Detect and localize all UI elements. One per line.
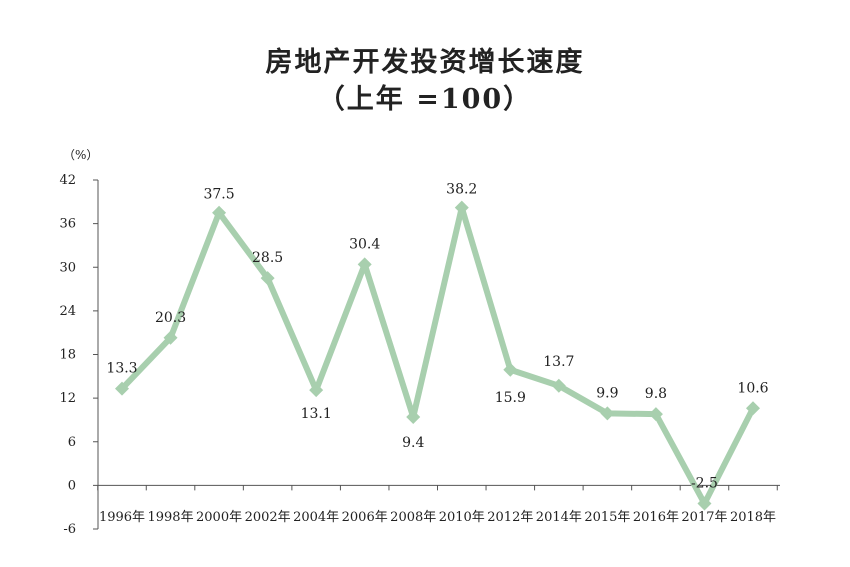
x-tick-label: 2017年 — [681, 510, 727, 525]
y-tick-label: 0 — [68, 478, 76, 493]
data-point-marker — [697, 496, 712, 511]
y-tick-label: 30 — [59, 260, 76, 275]
data-point-marker — [648, 407, 663, 422]
data-label: 13.7 — [543, 354, 574, 370]
x-tick-label: 2018年 — [730, 510, 776, 525]
x-tick-label: 2015年 — [584, 510, 630, 525]
data-label: 9.9 — [596, 385, 618, 401]
chart-subtitle: （上年 =100） — [317, 84, 533, 115]
y-tick-label: 24 — [59, 304, 76, 319]
data-label: 28.5 — [252, 250, 283, 266]
data-point-marker — [212, 205, 227, 220]
data-label: -2.5 — [691, 476, 718, 492]
data-point-marker — [260, 271, 275, 286]
data-point-marker — [357, 257, 372, 272]
x-tick-label: 2012年 — [487, 510, 533, 525]
y-tick-label: 12 — [59, 391, 76, 406]
y-tick-label: 18 — [59, 348, 76, 363]
x-tick-label: 2000年 — [196, 510, 242, 525]
x-tick-label: 2014年 — [536, 510, 582, 525]
data-label: 30.4 — [349, 236, 380, 252]
y-tick-label: 6 — [68, 435, 76, 450]
y-tick-label: -6 — [63, 522, 76, 537]
data-label: 20.3 — [155, 310, 186, 326]
x-tick-label: 2010年 — [439, 510, 485, 525]
data-label: 9.8 — [645, 386, 667, 402]
data-point-marker — [503, 362, 518, 377]
y-axis-unit: （%） — [63, 148, 98, 162]
x-tick-label: 2006年 — [342, 510, 388, 525]
data-point-marker — [115, 381, 129, 396]
data-point-marker — [600, 406, 615, 421]
data-label: 37.5 — [203, 187, 234, 203]
x-tick-label: 2002年 — [245, 510, 291, 525]
x-tick-label: 2004年 — [293, 510, 339, 525]
data-label: 13.1 — [301, 406, 332, 422]
x-tick-label: 2016年 — [633, 510, 679, 525]
data-label: 13.3 — [106, 361, 137, 377]
y-tick-label: 42 — [59, 173, 76, 188]
data-point-marker — [406, 410, 421, 425]
data-point-marker — [163, 330, 178, 345]
data-label: 15.9 — [495, 390, 526, 406]
series-line — [119, 204, 756, 507]
data-label: 38.2 — [446, 182, 477, 198]
data-point-marker — [454, 200, 469, 215]
y-tick-label: 36 — [59, 217, 76, 232]
data-label: 9.4 — [402, 435, 424, 451]
x-tick-label: 1998年 — [147, 510, 193, 525]
chart-title: 房地产开发投资增长速度 — [265, 47, 585, 78]
data-label: 10.6 — [737, 380, 768, 396]
x-tick-label: 1996年 — [99, 510, 145, 525]
data-point-marker — [551, 378, 566, 393]
data-point-marker — [746, 401, 760, 416]
data-point-marker — [309, 383, 324, 398]
x-tick-label: 2008年 — [390, 510, 436, 525]
